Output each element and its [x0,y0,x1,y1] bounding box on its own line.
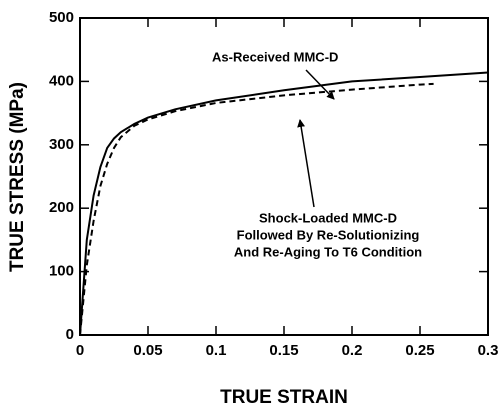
line-series [79,82,434,336]
plot-frame [79,17,489,336]
x-tick-label: 0.15 [269,342,298,359]
x-tick-label: 0.3 [478,342,499,359]
y-tick-label: 0 [66,326,74,343]
annotation: Shock-Loaded MMC-D [259,210,397,225]
y-tick-label: 200 [49,199,74,216]
y-tick-label: 500 [49,9,74,26]
x-tick-label: 0 [76,342,84,359]
arrow [297,119,315,208]
y-tick-label: 300 [49,136,74,153]
x-tick-label: 0.1 [206,342,227,359]
annotation: Followed By Re-Solutionizing [237,227,420,242]
x-tick-label: 0.2 [342,342,363,359]
x-tick-label: 0.05 [133,342,162,359]
arrow [305,69,335,100]
x-tick-label: 0.25 [405,342,434,359]
y-axis-label: TRUE STRESS (MPa) [7,82,28,272]
y-tick-label: 100 [49,263,74,280]
line-series [79,71,489,336]
x-axis-label: TRUE STRAIN [220,387,348,408]
y-tick-label: 400 [49,72,74,89]
annotation: And Re-Aging To T6 Condition [234,244,422,259]
annotation: As-Received MMC-D [212,49,338,64]
